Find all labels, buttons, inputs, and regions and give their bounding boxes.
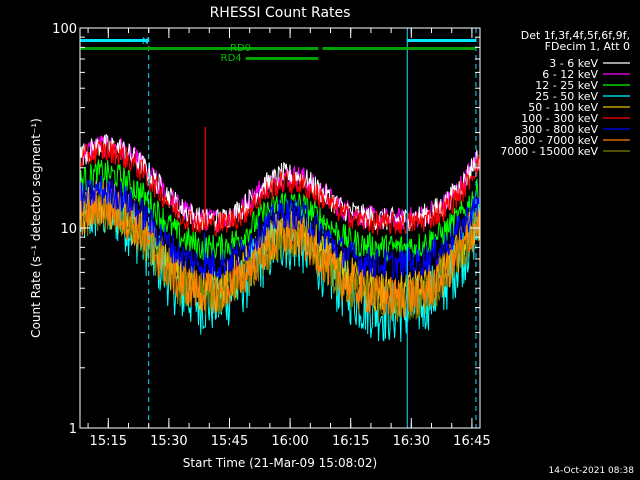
series-line-300-800-kev [80,175,480,280]
y-tick-label: 100 [52,22,77,37]
night-bar [80,39,149,42]
x-tick-label: 15:45 [211,434,248,449]
series-line-100-300-kev [80,139,480,237]
x-tick-label: 16:45 [453,434,490,449]
footer-timestamp: 14-Oct-2021 08:38 [548,466,634,476]
legend: Det 1f,3f,4f,5f,6f,9f,FDecim 1, Att 0 3 -… [500,29,630,158]
y-tick-label: 1 [69,422,77,437]
legend-label: 50 - 100 keV [528,101,598,114]
series-line-800-7000-kev [80,188,480,318]
rd-bar-label: RD4 [221,53,242,64]
chart-title: RHESSI Count Rates [210,5,351,21]
legend-label: 7000 - 15000 keV [500,145,598,158]
x-tick-label: 16:15 [332,434,369,449]
x-tick-label: 15:30 [150,434,187,449]
legend-label: 12 - 25 keV [535,79,598,92]
night-bar [407,39,476,42]
x-axis-label: Start Time (21-Mar-09 15:08:02) [183,456,377,470]
legend-header: FDecim 1, Att 0 [545,40,630,53]
rd-bar [80,47,319,50]
rd-bar-label: RD0 [230,43,251,54]
legend-label: 3 - 6 keV [549,57,598,70]
legend-label: 6 - 12 keV [542,68,598,81]
x-tick-label: 16:30 [393,434,430,449]
legend-label: 300 - 800 keV [521,123,598,136]
legend-label: 100 - 300 keV [521,112,598,125]
night-bar-label: N [142,37,149,47]
x-tick-label: 16:00 [271,434,308,449]
legend-label: 25 - 50 keV [535,90,598,103]
y-axis-label: Count Rate (s⁻¹ detector segment⁻¹) [29,118,43,338]
x-tick-label: 15:15 [90,434,127,449]
rd-bar [245,57,319,60]
y-tick-label: 10 [60,222,77,237]
axes: 1 10 100 15:15 15:30 15:45 16:00 16:15 16:30 16:4… [52,22,490,449]
legend-label: 800 - 7000 keV [514,134,598,147]
rd-bar [322,47,476,50]
legend-header: Det 1f,3f,4f,5f,6f,9f, [521,29,630,42]
